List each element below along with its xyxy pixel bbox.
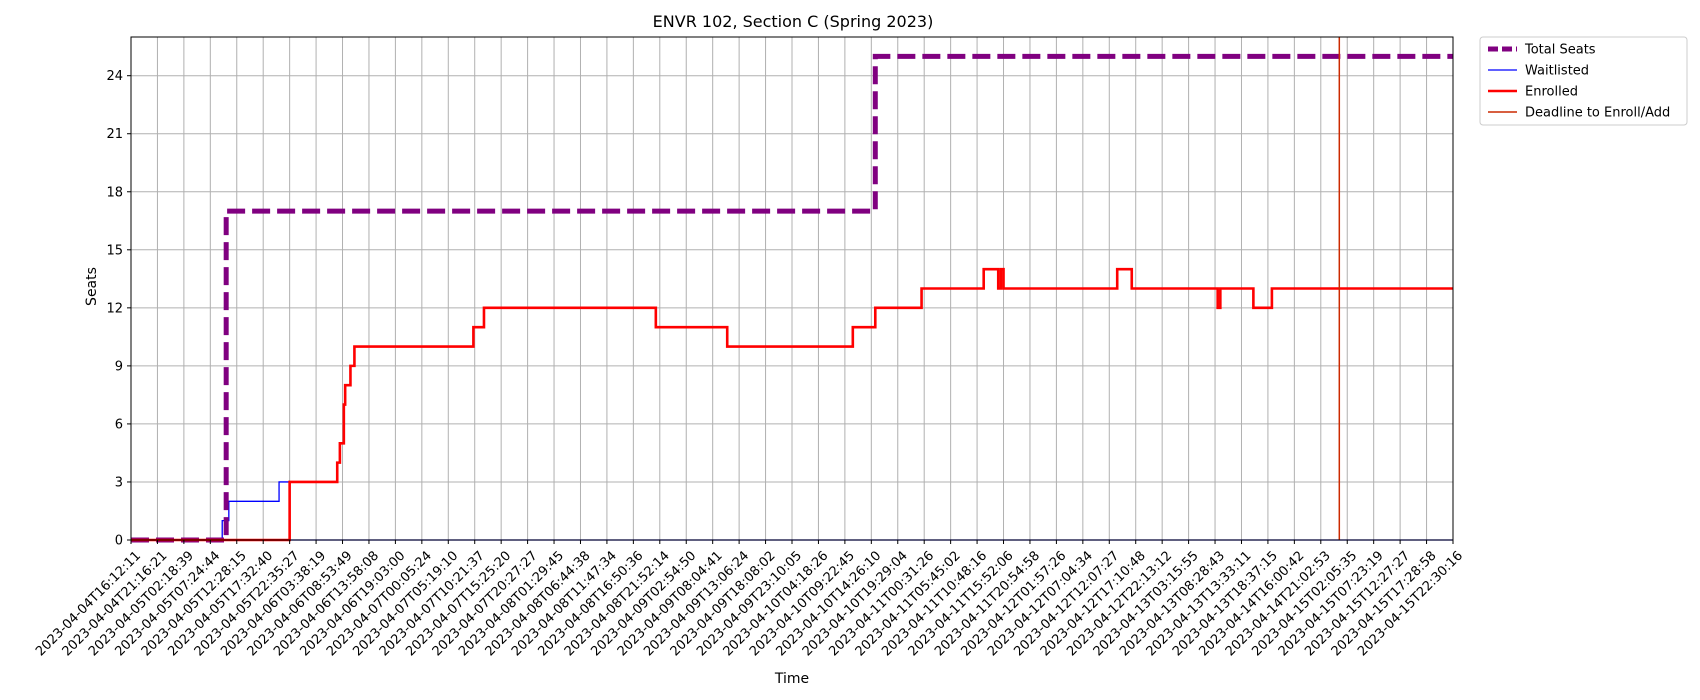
- y-tick-label: 15: [106, 243, 123, 258]
- y-axis-ticks: 0 3 6 9 12 15 18 21 24: [106, 69, 131, 549]
- legend-box: [1479, 36, 1688, 126]
- legend-label-enrolled: Enrolled: [1525, 85, 1578, 100]
- y-tick-label: 21: [106, 127, 123, 142]
- legend-label-waitlisted: Waitlisted: [1525, 64, 1589, 79]
- y-tick-label: 6: [115, 417, 123, 432]
- y-tick-label: 18: [106, 185, 123, 200]
- chart-title: ENVR 102, Section C (Spring 2023): [653, 12, 934, 31]
- legend-label-total-seats: Total Seats: [1524, 43, 1596, 58]
- x-axis-label: Time: [774, 671, 809, 687]
- y-tick-label: 24: [106, 69, 123, 84]
- x-axis-ticks: 2023-04-04T16:12:112023-04-04T21:16:2120…: [33, 540, 1466, 659]
- y-tick-label: 0: [115, 534, 123, 549]
- series-enrolled: [131, 267, 1453, 542]
- y-axis-label: Seats: [84, 267, 100, 306]
- y-tick-label: 12: [106, 301, 123, 316]
- grid: [130, 37, 1454, 541]
- y-tick-label: 3: [115, 475, 123, 490]
- legend: Total Seats Waitlisted Enrolled Deadline to…: [1479, 36, 1688, 126]
- legend-label-deadline-to-enroll-add: Deadline to Enroll/Add: [1525, 106, 1670, 121]
- y-tick-label: 9: [115, 359, 123, 374]
